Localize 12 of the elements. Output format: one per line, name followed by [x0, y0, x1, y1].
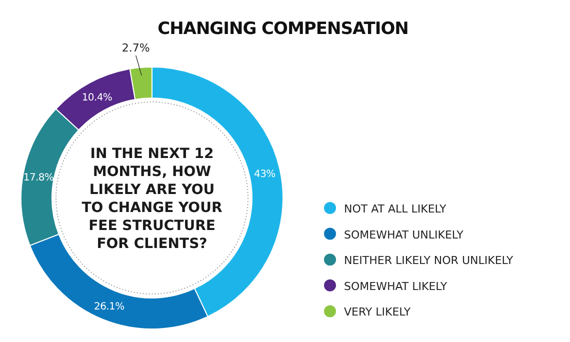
data-label: 10.4%	[82, 92, 112, 104]
legend-label: SOMEWHAT LIKELY	[344, 280, 448, 293]
legend-label: NOT AT ALL LIKELY	[344, 202, 446, 216]
data-label: 17.8%	[23, 172, 54, 184]
data-label: 26.1%	[94, 301, 124, 312]
legend-label: SOMEWHAT UNLIKELY	[344, 228, 464, 242]
legend-label: VERY LIKELY	[344, 306, 411, 319]
text: IN THE NEXT 12 MONTHS, HOW LIKELY ARE YOU TO CHANGE YOUR FEE STRUCTURE FOR CLIENTS?	[82, 146, 222, 252]
data-label: 2.7%	[122, 42, 150, 55]
legend-label: NEITHER LIKELY NOR UNLIKELY	[344, 254, 514, 268]
chart-title: CHANGING COMPENSATION	[158, 19, 408, 39]
data-label: 43%	[254, 168, 276, 180]
